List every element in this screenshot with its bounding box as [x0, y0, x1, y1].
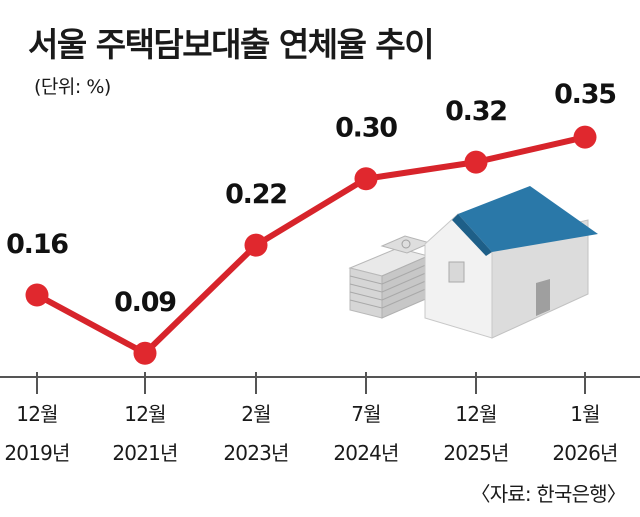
data-point-1 — [133, 341, 157, 365]
x-tick-label-year-3: 2024년 — [333, 441, 398, 465]
unit-label: (단위: %) — [34, 76, 111, 98]
x-tick-label-year-2: 2023년 — [223, 441, 288, 465]
data-point-3 — [354, 167, 378, 191]
value-label-4: 0.32 — [445, 96, 507, 127]
x-tick-label-month-0: 12월 — [16, 402, 57, 426]
x-tick-label-month-2: 2월 — [241, 402, 271, 426]
x-tick-label-year-0: 2019년 — [4, 441, 69, 465]
data-point-2 — [244, 233, 268, 257]
value-label-5: 0.35 — [554, 79, 616, 110]
value-label-0: 0.16 — [6, 229, 68, 260]
value-label-3: 0.30 — [335, 113, 397, 144]
data-point-5 — [573, 125, 597, 149]
x-tick-label-month-5: 1월 — [570, 402, 600, 426]
x-tick-label-year-4: 2025년 — [443, 441, 508, 465]
value-label-2: 0.22 — [225, 179, 287, 210]
series-line — [34, 134, 588, 357]
house-and-money-icon — [348, 186, 598, 339]
x-tick-label-month-4: 12월 — [455, 402, 496, 426]
chart-title: 서울 주택담보대출 연체율 추이 — [28, 25, 435, 64]
source-label: 〈자료: 한국은행〉 — [470, 482, 627, 506]
x-tick-label-month-3: 7월 — [351, 402, 381, 426]
data-point-0 — [25, 283, 49, 307]
value-label-1: 0.09 — [114, 287, 176, 318]
data-point-4 — [464, 150, 488, 174]
x-tick-label-year-1: 2021년 — [112, 441, 177, 465]
x-tick-label-year-5: 2026년 — [552, 441, 617, 465]
x-tick-label-month-1: 12월 — [124, 402, 165, 426]
